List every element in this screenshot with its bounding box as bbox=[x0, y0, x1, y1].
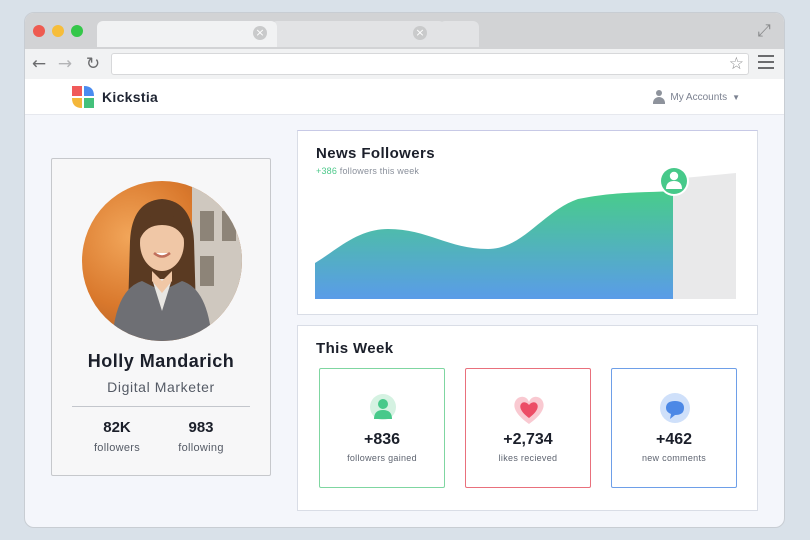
back-arrow-icon[interactable]: ← bbox=[31, 54, 47, 74]
followers-chart-title: News Followers bbox=[316, 145, 435, 162]
following-label: following bbox=[178, 442, 224, 454]
followers-stat: 82K followers bbox=[72, 419, 162, 454]
close-tab-icon[interactable]: × bbox=[253, 26, 267, 40]
likes-received-value: +2,734 bbox=[503, 431, 553, 448]
profile-role: Digital Marketer bbox=[107, 379, 215, 395]
my-accounts-menu[interactable]: My Accounts ▼ bbox=[653, 90, 740, 104]
followers-change-caption: +386 followers this week bbox=[316, 166, 419, 176]
user-icon bbox=[370, 394, 396, 420]
followers-change-value: +386 bbox=[316, 166, 338, 176]
this-week-title: This Week bbox=[316, 340, 394, 357]
following-stat: 983 following bbox=[156, 419, 246, 454]
followers-label: followers bbox=[93, 442, 141, 454]
bookmark-star-icon[interactable]: ☆ bbox=[728, 54, 744, 74]
likes-received-tile[interactable]: +2,734 likes recieved bbox=[465, 368, 591, 488]
new-tab-button[interactable] bbox=[439, 21, 479, 47]
followers-gained-label: followers gained bbox=[347, 453, 417, 463]
browser-menu-icon[interactable] bbox=[758, 55, 774, 73]
likes-received-label: likes recieved bbox=[498, 453, 558, 463]
avatar bbox=[82, 181, 242, 341]
comment-icon bbox=[660, 393, 690, 423]
close-tab-icon[interactable]: × bbox=[413, 26, 427, 40]
new-comments-tile[interactable]: +462 new comments bbox=[611, 368, 737, 488]
my-accounts-label: My Accounts bbox=[670, 91, 728, 103]
browser-tab-2[interactable]: × bbox=[271, 21, 445, 47]
fullscreen-icon[interactable]: ⤢ bbox=[757, 21, 771, 41]
minimize-window-button[interactable] bbox=[52, 25, 64, 37]
profile-card: Holly Mandarich Digital Marketer 82K fol… bbox=[51, 158, 271, 476]
followers-count: 82K bbox=[103, 419, 131, 436]
this-week-card: This Week +836 followers gained +2,734 l… bbox=[297, 325, 758, 511]
divider bbox=[72, 406, 250, 407]
browser-window: × × ⤢ ← → ↻ ☆ Kickstia My Accounts ▼ bbox=[24, 12, 785, 528]
user-icon bbox=[653, 90, 666, 104]
brand-name[interactable]: Kickstia bbox=[102, 89, 159, 105]
kicksta-logo-icon[interactable] bbox=[70, 84, 96, 110]
followers-area bbox=[315, 191, 673, 299]
app-header: Kickstia My Accounts ▼ bbox=[25, 79, 784, 115]
reload-icon[interactable]: ↻ bbox=[85, 54, 101, 74]
maximize-window-button[interactable] bbox=[71, 25, 83, 37]
chevron-down-icon: ▼ bbox=[732, 92, 740, 102]
new-comments-value: +462 bbox=[655, 431, 693, 448]
browser-chrome: × × ⤢ ← → ↻ ☆ bbox=[25, 13, 784, 79]
followers-gained-value: +836 bbox=[363, 431, 401, 448]
heart-icon bbox=[514, 396, 544, 424]
following-count: 983 bbox=[188, 419, 214, 436]
close-window-button[interactable] bbox=[33, 25, 45, 37]
followers-chart-card: News Followers +386 followers this week bbox=[297, 130, 758, 315]
browser-toolbar: ← → ↻ ☆ bbox=[25, 49, 784, 79]
address-bar[interactable]: ☆ bbox=[111, 53, 749, 75]
followers-area-chart bbox=[315, 166, 736, 299]
user-marker-icon[interactable] bbox=[659, 166, 689, 196]
new-comments-label: new comments bbox=[641, 453, 707, 463]
profile-name: Holly Mandarich bbox=[87, 351, 235, 371]
forward-arrow-icon[interactable]: → bbox=[57, 54, 73, 74]
followers-gained-tile[interactable]: +836 followers gained bbox=[319, 368, 445, 488]
browser-tab-1[interactable]: × bbox=[97, 21, 277, 47]
followers-change-suffix: followers this week bbox=[337, 166, 420, 176]
future-area bbox=[673, 173, 736, 299]
